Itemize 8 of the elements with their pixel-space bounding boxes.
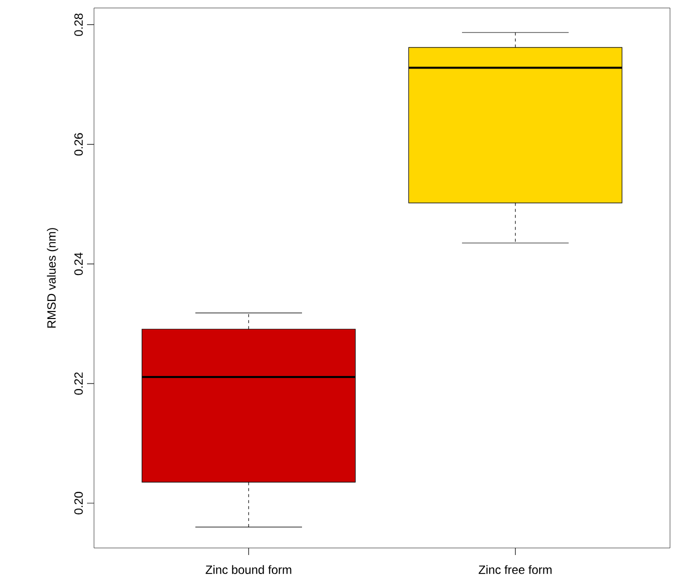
- y-tick-label: 0.20: [74, 492, 83, 514]
- y-tick-label: 0.26: [74, 133, 83, 156]
- y-tick-label: 0.28: [74, 14, 83, 36]
- y-tick-label: 0.22: [74, 372, 83, 395]
- y-axis-title: RMSD values (nm): [46, 228, 58, 328]
- x-tick-label: Zinc bound form: [206, 565, 292, 574]
- x-tick-label: Zinc free form: [478, 565, 552, 574]
- y-tick-label: 0.24: [74, 252, 83, 276]
